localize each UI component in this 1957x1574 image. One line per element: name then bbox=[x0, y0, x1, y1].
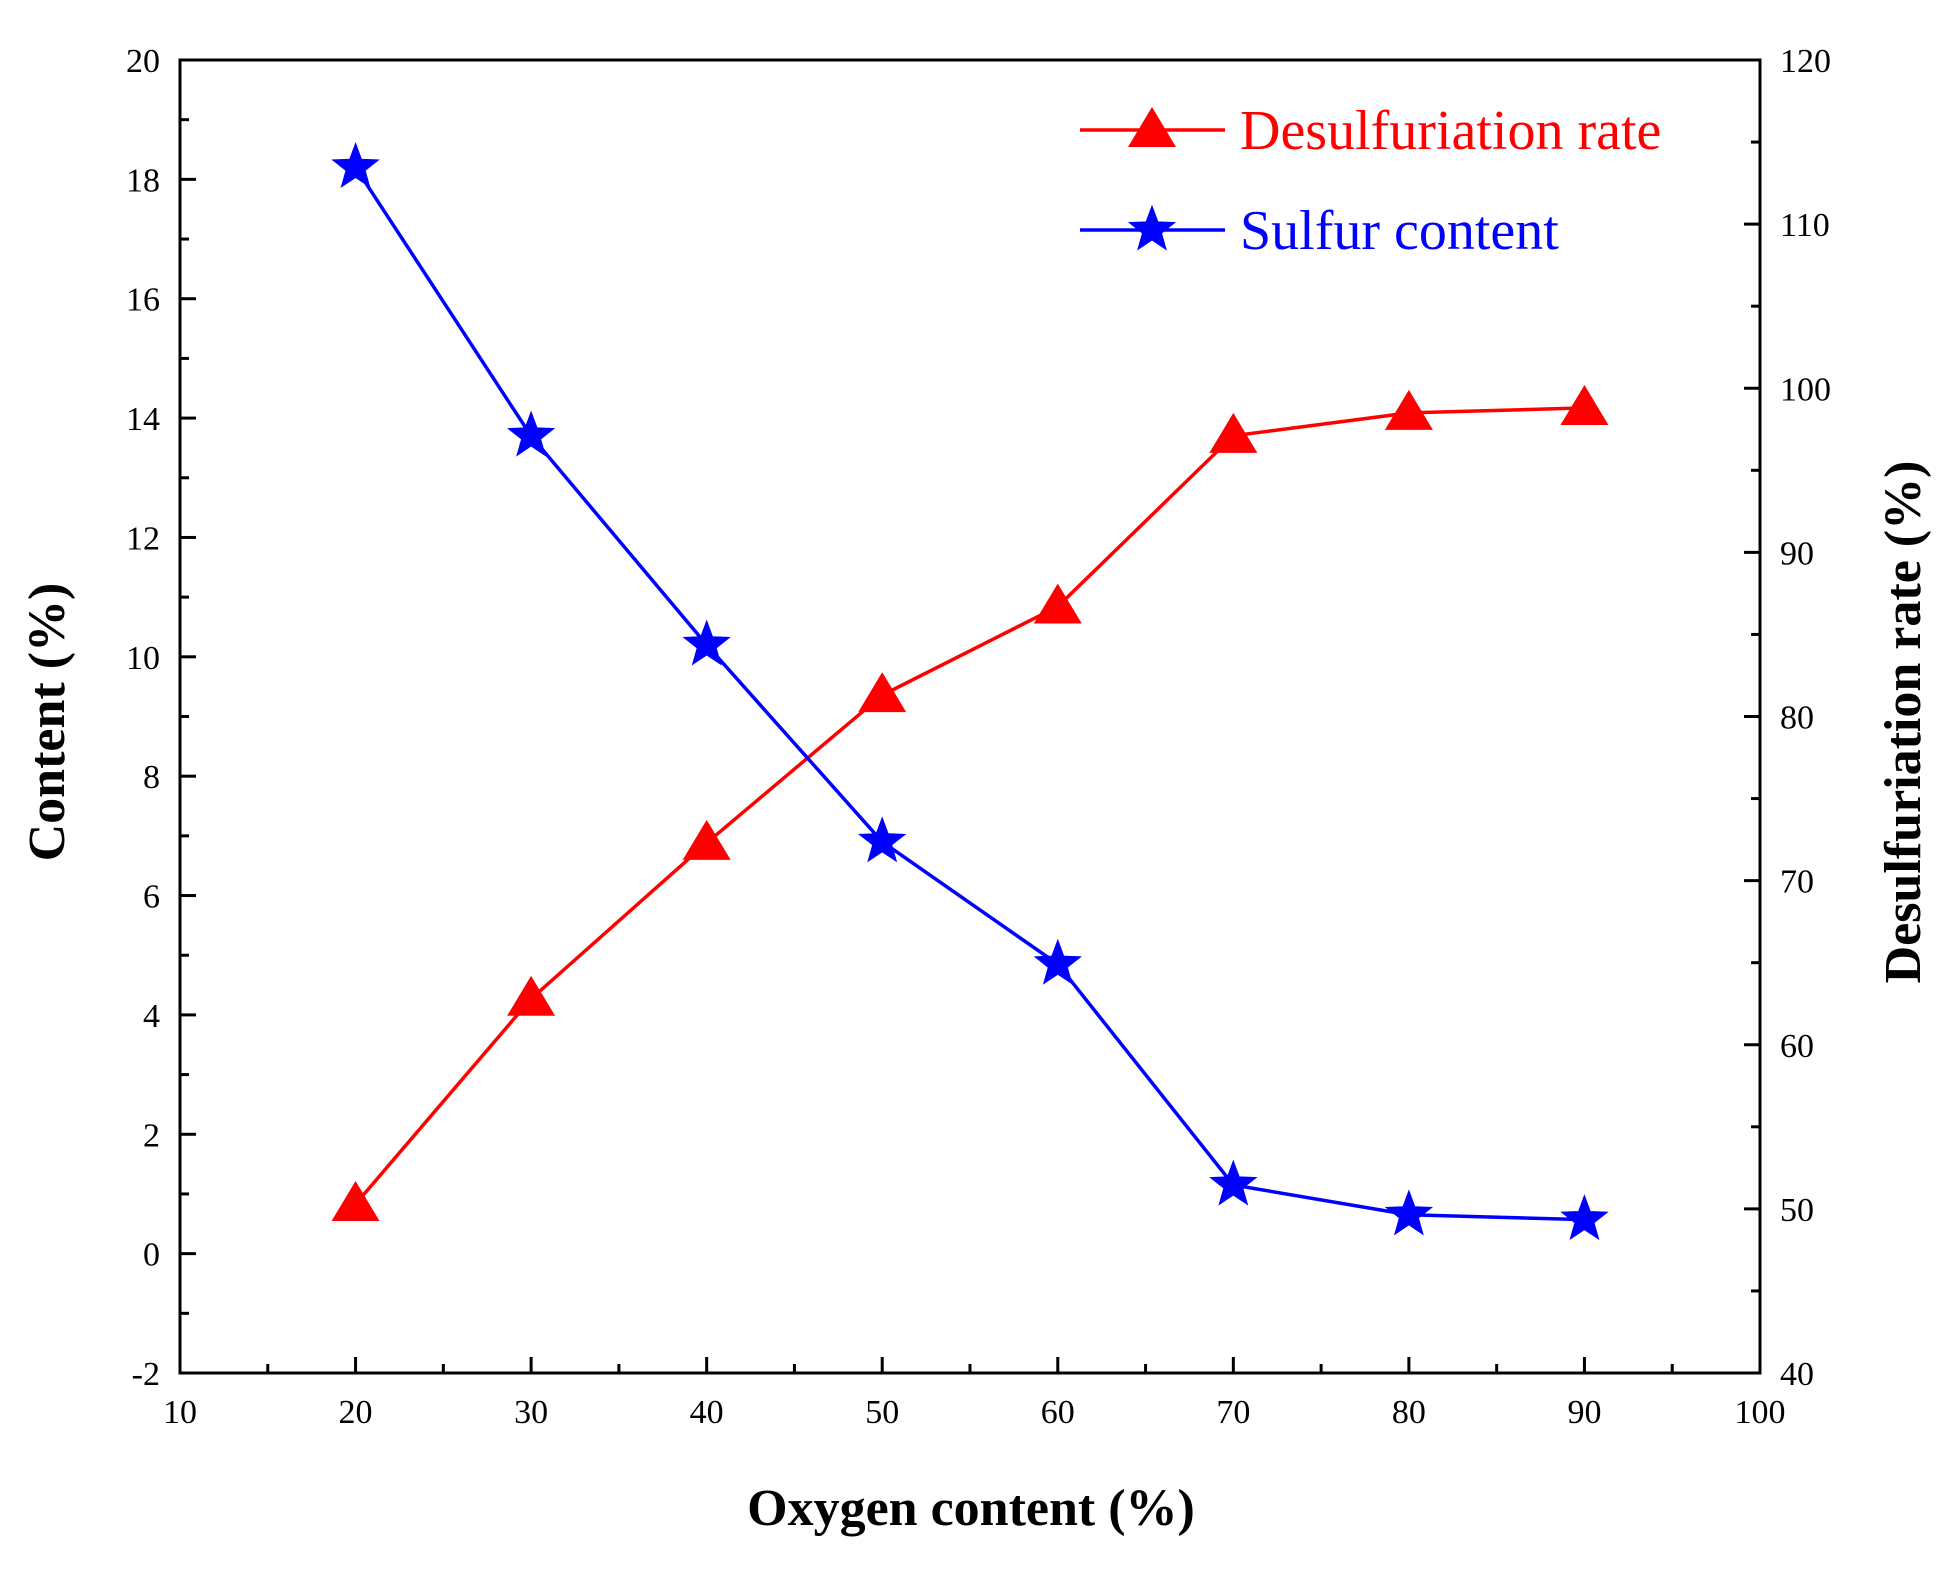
legend-desulfuriation-rate-label: Desulfuriation rate bbox=[1240, 100, 1661, 162]
sulfur-content-point bbox=[506, 410, 556, 457]
x-tick-label: 40 bbox=[690, 1394, 724, 1431]
legend-desulfuriation-rate-marker bbox=[1128, 107, 1176, 147]
y-axis-right-title: Desulfuriation rate (%) bbox=[1875, 461, 1932, 984]
legend-sulfur-content-label: Sulfur content bbox=[1240, 200, 1559, 262]
y-right-tick-label: 60 bbox=[1780, 1028, 1814, 1065]
desulfuriation-rate-point bbox=[1209, 412, 1258, 453]
x-tick-label: 90 bbox=[1567, 1394, 1601, 1431]
desulfuriation-rate-line bbox=[354, 406, 1585, 1206]
x-tick-label: 20 bbox=[339, 1394, 373, 1431]
x-tick-label: 10 bbox=[163, 1394, 197, 1431]
y-right-tick-label: 120 bbox=[1780, 43, 1831, 80]
y-left-tick-label: 0 bbox=[143, 1237, 160, 1274]
sulfur-content-point bbox=[331, 141, 380, 188]
sulfur-content-point bbox=[1033, 938, 1082, 985]
sulfur-content-point bbox=[858, 816, 907, 863]
axes: 10 20 30 40 50 60 70 80 90 100 -2 0 2 4 6 8 10 12 14 16 18 20… bbox=[126, 43, 1831, 1431]
y-left-tick-label: 6 bbox=[143, 879, 160, 916]
x-tick-label: 50 bbox=[865, 1394, 899, 1431]
x-tick-label: 80 bbox=[1392, 1394, 1426, 1431]
desulfuriation-rate-point bbox=[1560, 384, 1609, 425]
y-left-tick-label: 4 bbox=[143, 998, 160, 1035]
y-right-tick-label: 80 bbox=[1780, 700, 1814, 737]
desulfuriation-rate-point bbox=[507, 975, 556, 1016]
desulfuriation-rate-point bbox=[1033, 583, 1082, 624]
sulfur-content-point bbox=[1384, 1189, 1434, 1236]
y-right-tick-label: 70 bbox=[1780, 864, 1814, 901]
desulfuriation-rate-point bbox=[1384, 389, 1433, 430]
x-tick-label: 70 bbox=[1216, 1394, 1250, 1431]
plot-series bbox=[331, 141, 1609, 1241]
desulfuriation-rate-point bbox=[858, 672, 907, 713]
y-left-tick-label: 10 bbox=[126, 640, 160, 677]
y-right-tick-label: 50 bbox=[1780, 1192, 1814, 1229]
desulfuriation-rate-point bbox=[682, 819, 731, 860]
y-axis-left-title: Content (%) bbox=[19, 583, 76, 862]
y-left-tick-label: 18 bbox=[126, 162, 160, 199]
legend: Desulfuriation rate Sulfur content bbox=[1080, 100, 1661, 262]
x-tick-label: 100 bbox=[1735, 1394, 1786, 1431]
x-axis-title: Oxygen content (%) bbox=[747, 1480, 1195, 1537]
sulfur-content-line bbox=[354, 166, 1585, 1222]
legend-sulfur-content-marker bbox=[1127, 204, 1177, 251]
y-left-tick-label: 14 bbox=[126, 401, 160, 438]
y-right-tick-label: 90 bbox=[1780, 535, 1814, 572]
y-left-tick-label: 12 bbox=[126, 520, 160, 557]
y-left-tick-label: -2 bbox=[132, 1356, 160, 1393]
y-right-tick-label: 100 bbox=[1780, 371, 1831, 408]
y-left-tick-label: 2 bbox=[143, 1117, 160, 1154]
y-right-tick-label: 110 bbox=[1780, 207, 1830, 244]
y-left-tick-label: 8 bbox=[143, 759, 160, 796]
sulfur-content-point bbox=[1209, 1159, 1258, 1206]
desulfuriation-rate-point bbox=[331, 1180, 380, 1221]
sulfur-content-point bbox=[1560, 1194, 1609, 1241]
y-left-tick-label: 16 bbox=[126, 282, 160, 319]
x-tick-label: 60 bbox=[1041, 1394, 1075, 1431]
x-tick-label: 30 bbox=[514, 1394, 548, 1431]
y-right-tick-label: 40 bbox=[1780, 1356, 1814, 1393]
sulfur-content-point bbox=[682, 619, 731, 666]
y-left-tick-label: 20 bbox=[126, 43, 160, 80]
